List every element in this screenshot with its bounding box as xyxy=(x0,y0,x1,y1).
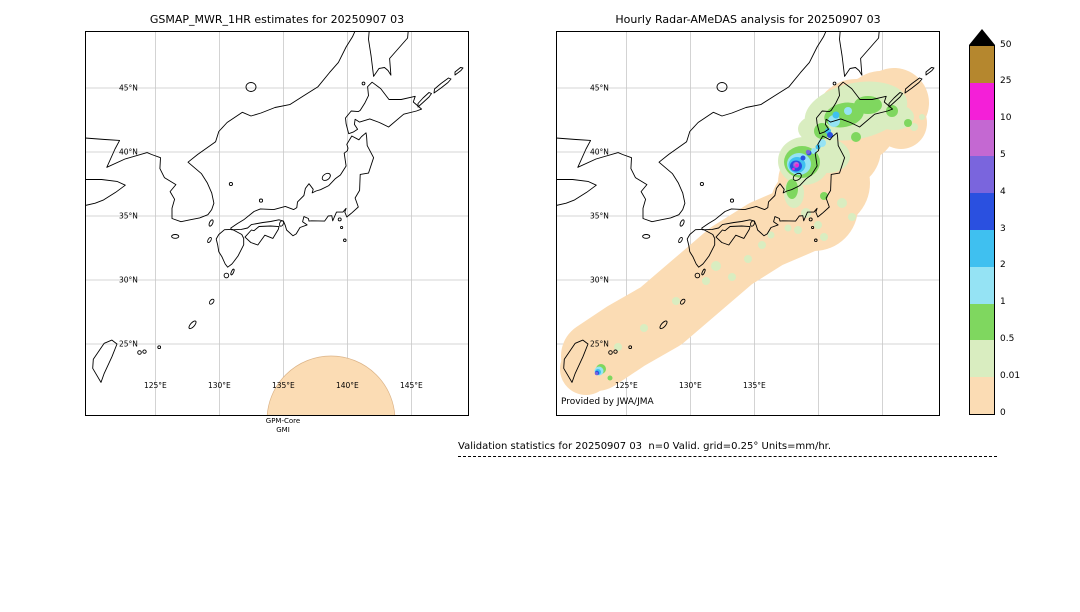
colorbar-segment xyxy=(970,193,994,230)
gpm-swath-label: GPM-Core GMI xyxy=(251,417,315,435)
lon-tick-label: 125°E xyxy=(615,381,638,390)
gsmap-panel: 45°N 40°N 35°N 30°N 25°N 125°E 130°E 135… xyxy=(85,31,469,416)
colorbar-tick-label: 50 xyxy=(1000,39,1012,50)
lat-tick-label: 35°N xyxy=(590,212,609,221)
colorbar-segment xyxy=(970,119,994,157)
colorbar-overflow-triangle xyxy=(969,29,995,45)
validation-statistics-note: Validation statistics for 20250907 03 n=… xyxy=(458,441,997,457)
lon-tick-label: 135°E xyxy=(272,381,295,390)
colorbar-segment xyxy=(970,156,994,194)
lat-tick-label: 25°N xyxy=(590,340,609,349)
panel-border xyxy=(556,31,940,416)
lat-tick-label: 30°N xyxy=(590,276,609,285)
lat-tick-label: 40°N xyxy=(119,148,138,157)
colorbar-segment xyxy=(970,340,994,378)
colorbar-segment xyxy=(970,303,994,341)
colorbar-tick-label: 4 xyxy=(1000,186,1006,197)
lon-tick-label: 125°E xyxy=(144,381,167,390)
colorbar-segment xyxy=(970,266,994,304)
right-panel-title: Hourly Radar-AMeDAS analysis for 2025090… xyxy=(615,13,881,26)
left-panel-title: GSMAP_MWR_1HR estimates for 20250907 03 xyxy=(149,13,405,26)
colorbar-tick-label: 3 xyxy=(1000,223,1006,234)
gmi-swath-footprint xyxy=(266,355,396,416)
lat-tick-label: 45°N xyxy=(590,84,609,93)
gsmap-map: 45°N 40°N 35°N 30°N 25°N 125°E 130°E 135… xyxy=(85,31,469,416)
lat-tick-label: 45°N xyxy=(119,84,138,93)
gpm-swath-label-line2: GMI xyxy=(276,426,290,434)
left-axis-ticks: 45°N 40°N 35°N 30°N 25°N 125°E 130°E 135… xyxy=(119,84,423,391)
lon-tick-label: 135°E xyxy=(743,381,766,390)
lon-tick-label: 130°E xyxy=(208,381,231,390)
colorbar-tick-label: 10 xyxy=(1000,113,1012,124)
colorbar-tick-label: 2 xyxy=(1000,260,1006,271)
lon-tick-label: 145°E xyxy=(400,381,423,390)
lat-tick-label: 25°N xyxy=(119,340,138,349)
colorbar-tick-label: 25 xyxy=(1000,76,1012,87)
colorbar-tick-label: 1 xyxy=(1000,297,1006,308)
rain-bin-10-25 xyxy=(792,163,799,171)
right-axis-ticks: 45°N 40°N 35°N 30°N 25°N 125°E 130°E 135… xyxy=(590,84,766,391)
precipitation-field xyxy=(560,68,929,395)
gpm-swath-label-line1: GPM-Core xyxy=(265,417,301,425)
graticule xyxy=(85,31,469,416)
colorbar xyxy=(969,45,995,415)
colorbar-tick-label: 0 xyxy=(1000,407,1006,418)
colorbar-segment xyxy=(970,46,994,83)
radar-credit: Provided by JWA/JMA xyxy=(561,397,654,407)
lat-tick-label: 35°N xyxy=(119,212,138,221)
radar-amedas-panel: 45°N 40°N 35°N 30°N 25°N 125°E 130°E 135… xyxy=(556,31,940,416)
lon-tick-label: 130°E xyxy=(679,381,702,390)
panel-border xyxy=(85,31,469,416)
colorbar-segment xyxy=(970,377,994,414)
colorbar-tick-label: 0.5 xyxy=(1000,333,1015,344)
colorbar-segment xyxy=(970,229,994,267)
coastlines xyxy=(85,31,464,383)
colorbar-tick-label: 0.01 xyxy=(1000,370,1021,381)
radar-map: 45°N 40°N 35°N 30°N 25°N 125°E 130°E 135… xyxy=(556,31,940,416)
lon-tick-label: 140°E xyxy=(336,381,359,390)
lat-tick-label: 40°N xyxy=(590,148,609,157)
colorbar-tick-label: 5 xyxy=(1000,149,1006,160)
lat-tick-label: 30°N xyxy=(119,276,138,285)
colorbar-segment xyxy=(970,82,994,120)
